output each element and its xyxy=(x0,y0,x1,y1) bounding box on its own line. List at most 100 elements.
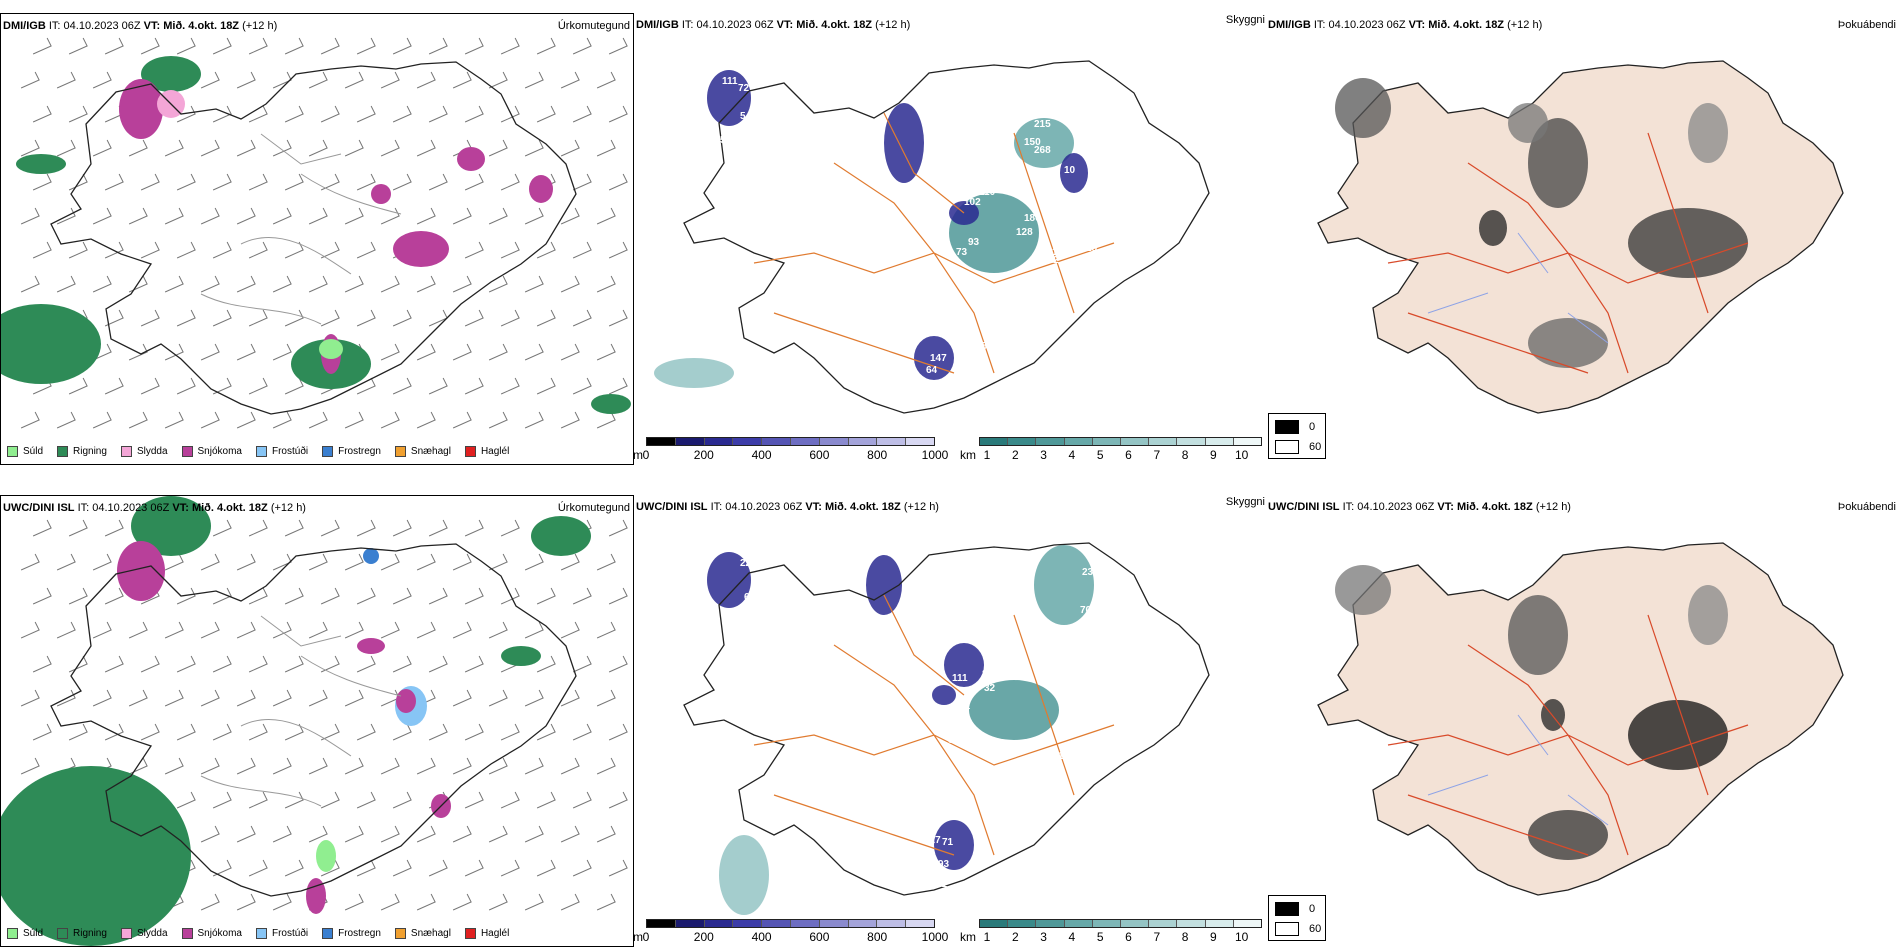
legend-label: Súld xyxy=(23,446,44,457)
wind-barb xyxy=(452,553,472,571)
wind-barb xyxy=(524,411,544,429)
wind-barb xyxy=(308,689,328,707)
colorbar-tick-label: 4 xyxy=(1068,930,1076,944)
wind-barb xyxy=(176,791,196,809)
elevation-value-label: 314 xyxy=(1078,629,1095,640)
wind-barb xyxy=(212,519,232,537)
wind-barb xyxy=(356,587,376,605)
wind-barb xyxy=(524,139,544,157)
wind-barb xyxy=(344,71,364,89)
wind-barb xyxy=(572,309,592,327)
wind-barb xyxy=(392,587,412,605)
wind-barb xyxy=(236,71,256,89)
panel-header: DMI/IGB IT: 04.10.2023 06Z VT: Mið. 4.ok… xyxy=(1268,19,1543,31)
wind-barb xyxy=(560,71,580,89)
wind-barb xyxy=(284,173,304,191)
wind-barb xyxy=(524,343,544,361)
precip-area xyxy=(501,646,541,666)
wind-barb xyxy=(464,655,484,673)
legend-label: Frostregn xyxy=(338,928,381,939)
precip-legend-item: Rigning xyxy=(57,446,107,457)
elevation-value-label: 128 xyxy=(1016,227,1033,238)
elevation-value-label: 119 xyxy=(722,607,739,618)
wind-barb xyxy=(176,587,196,605)
wind-barb xyxy=(308,553,328,571)
wind-barb xyxy=(56,275,76,293)
fog-area xyxy=(1528,810,1608,860)
wind-barb xyxy=(344,275,364,293)
elevation-value-label: 51 xyxy=(720,135,732,146)
visibility-colorbar: km 1 2 3 4 5 6 7 8 9 10 xyxy=(960,919,1266,945)
wind-barb xyxy=(608,173,628,191)
wind-barb xyxy=(392,173,412,191)
wind-barb xyxy=(104,309,124,327)
wind-barb xyxy=(416,139,436,157)
elevation-value-label: 32 xyxy=(984,683,996,694)
wind-barb xyxy=(500,37,520,55)
elevation-value-label: 128 xyxy=(1094,583,1111,594)
wind-barb xyxy=(140,655,160,673)
wind-barb xyxy=(500,723,520,741)
precip-area xyxy=(393,231,449,267)
wind-barb xyxy=(212,37,232,55)
wind-barb xyxy=(212,241,232,259)
wind-barb xyxy=(596,553,616,571)
wind-barb xyxy=(392,791,412,809)
wind-barb xyxy=(272,139,292,157)
wind-barb xyxy=(272,553,292,571)
wind-barb xyxy=(500,587,520,605)
wind-barb xyxy=(320,859,340,877)
colorbar-cell xyxy=(1092,438,1122,445)
wind-barb xyxy=(92,553,112,571)
wind-barb xyxy=(20,207,40,225)
precip-area xyxy=(141,56,201,92)
wind-barb xyxy=(380,207,400,225)
wind-barb xyxy=(140,377,160,395)
wind-barb xyxy=(356,37,376,55)
wind-barb xyxy=(236,411,256,429)
fog-area xyxy=(1528,118,1588,208)
wind-barb xyxy=(596,71,616,89)
wind-barb xyxy=(380,139,400,157)
wind-barb xyxy=(128,207,148,225)
colorbar-tick-label: 600 xyxy=(809,930,830,944)
legend-swatch xyxy=(57,928,69,939)
wind-barb xyxy=(200,207,220,225)
wind-barb xyxy=(536,791,556,809)
precip-area xyxy=(363,548,379,564)
precip-legend-item: Frostregn xyxy=(322,446,381,457)
colorbar-tick-label: 0 xyxy=(642,448,650,462)
elevation-value-label: 50 xyxy=(946,187,958,198)
colorbar-cell xyxy=(790,438,820,445)
legend-label: Rigning xyxy=(73,446,107,457)
wind-barb xyxy=(560,411,580,429)
precip-area xyxy=(531,516,591,556)
colorbar-tick-label: 800 xyxy=(867,448,888,462)
wind-barb xyxy=(452,621,472,639)
elevation-value-label: 54 xyxy=(740,111,752,122)
wind-barb xyxy=(524,207,544,225)
wind-barb xyxy=(272,411,292,429)
fog-legend-swatch-60 xyxy=(1275,440,1299,454)
wind-barb xyxy=(320,241,340,259)
colorbar-tick-label: 7 xyxy=(1153,930,1161,944)
precip-area xyxy=(396,689,416,713)
wind-barb xyxy=(200,689,220,707)
visibility-panel-bottom: 223 119 66 99 114 111 85 33 32 411 234 128 70 35 314 59… xyxy=(634,495,1268,947)
wind-barb xyxy=(464,791,484,809)
wind-barb xyxy=(464,173,484,191)
wind-barb xyxy=(272,621,292,639)
wind-barb xyxy=(92,621,112,639)
wind-barb xyxy=(464,241,484,259)
wind-barb xyxy=(452,71,472,89)
wind-barb xyxy=(356,859,376,877)
wind-barb xyxy=(320,655,340,673)
wind-barb xyxy=(128,621,148,639)
wind-barb xyxy=(164,275,184,293)
elevation-value-label: 98 xyxy=(976,341,988,352)
wind-barb xyxy=(428,587,448,605)
wind-barb xyxy=(380,825,400,843)
elevation-value-label: 226 xyxy=(1066,273,1083,284)
wind-barb xyxy=(164,689,184,707)
wind-barb xyxy=(56,621,76,639)
